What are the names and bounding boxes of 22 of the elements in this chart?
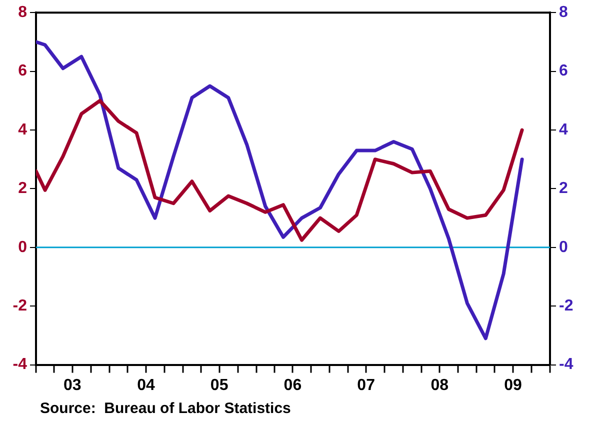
y-tick-label: -2 — [12, 298, 28, 315]
y2-tick-label: -2 — [559, 298, 574, 315]
x-tick-label: 06 — [284, 376, 302, 394]
y-tick-label: 0 — [18, 238, 28, 256]
x-tick-label: 03 — [63, 376, 82, 394]
y2-tick-label: 6 — [559, 62, 568, 80]
y2-tick-label: 8 — [559, 4, 568, 22]
y-tick-label: 2 — [18, 180, 28, 198]
y-tick-label: 6 — [18, 62, 28, 80]
y-tick-label: -4 — [12, 356, 28, 374]
y2-tick-label: 4 — [559, 121, 568, 138]
y2-tick-label: -4 — [559, 356, 574, 374]
x-tick-label: 04 — [137, 376, 155, 394]
y-tick-label: 8 — [18, 4, 28, 22]
x-tick-label: 08 — [430, 376, 449, 394]
y-tick-label: 4 — [18, 121, 28, 138]
x-tick-label: 07 — [357, 376, 376, 394]
x-tick-label: 09 — [504, 376, 522, 394]
y2-tick-label: 2 — [559, 180, 568, 198]
x-tick-label: 05 — [210, 376, 228, 394]
source-note: Source: Bureau of Labor Statistics — [40, 400, 291, 417]
y2-tick-label: 0 — [559, 238, 568, 256]
